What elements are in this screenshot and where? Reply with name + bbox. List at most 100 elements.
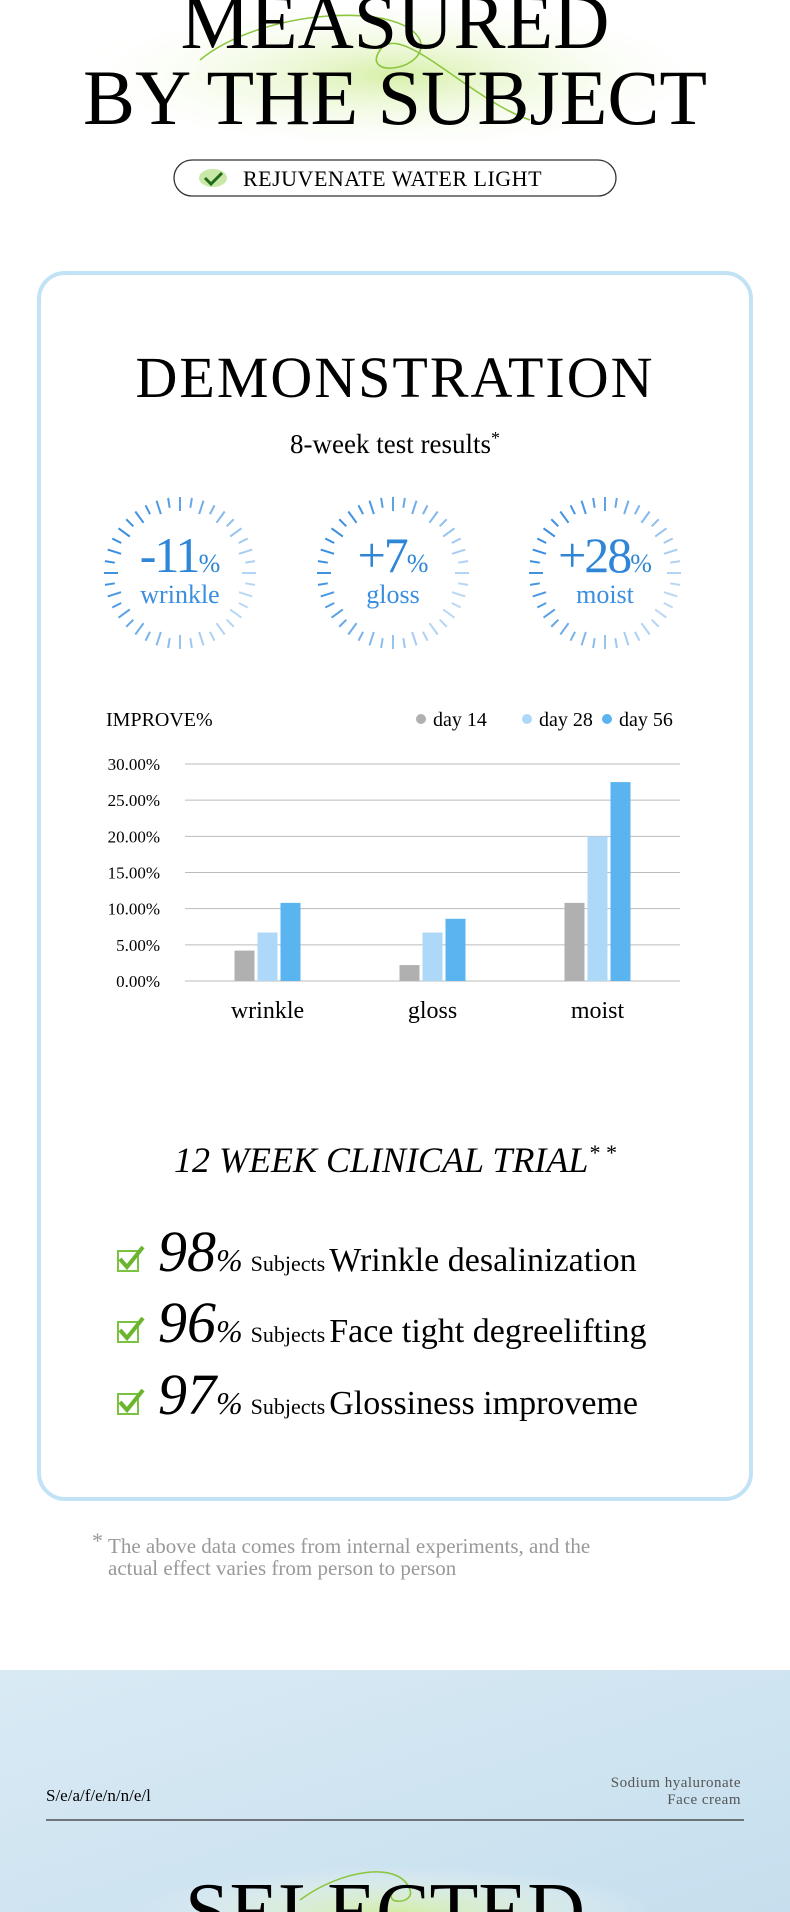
x-tick-label: wrinkle [231,998,304,1024]
footnote-mark: * [92,1528,103,1553]
bar [610,782,631,981]
dial-dash [438,518,448,528]
clinical-subjects: Subjects [251,1251,326,1276]
clinical-item: 97% Subjects Glossiness improveme [158,1362,638,1427]
bar-chart: IMPROVE% day 14 day 28 day 56 0.00% 5.00% 10.0… [106,709,680,1024]
dial-dash [458,582,469,586]
legend-dot [522,714,532,724]
dial-dash [215,622,226,636]
dial-dash [198,631,205,646]
clinical-item: 96% Subjects Face tight degreelifting [158,1290,646,1355]
dial-dash [451,537,462,544]
dial-dash [338,618,348,628]
dial-dash [338,518,348,528]
dial-dash [634,631,641,642]
dial-dash [238,537,249,544]
badge-check [203,171,224,187]
dial-dash [529,560,540,564]
header-title: MEASURED [180,0,609,65]
dial-dash [198,500,205,515]
legend-label: day 56 [619,709,673,731]
brand: S/e/a/f/e/n/n/e/l [46,1786,151,1805]
dial-dash [238,591,253,598]
dial-dash [663,537,674,544]
dial-dash [380,638,384,649]
dial-dash [580,500,587,515]
y-tick-label: 30.00% [108,755,160,774]
dial-number: -11 [140,527,199,583]
dial-dash [542,608,556,619]
dial-dash [125,518,135,528]
check-box [117,1321,139,1343]
dial-dash [125,618,135,628]
dial-dash [640,510,651,524]
dial-dash [529,582,540,586]
dial-dash [663,548,678,555]
dial-dash [330,608,344,619]
next-glow [135,1867,655,1912]
check-mark [118,1245,145,1271]
dial-dash [650,618,660,628]
dial-number: +28 [558,527,631,583]
subtitle-mark: * [491,428,500,448]
dial-dash [458,560,469,564]
legend-label: day 14 [433,709,487,731]
dial-dash [623,500,630,515]
y-tick-label: 25.00% [108,791,160,810]
dial-dash [317,560,328,564]
dial-dash [134,510,145,524]
dial-dash [320,548,335,555]
dial-dash [402,497,406,508]
dial-dash [428,622,439,636]
product-line: Face cream [667,1792,741,1808]
chart-title: IMPROVE% [106,709,213,731]
dial-dash [189,497,193,508]
legend-dot [602,714,612,724]
dial-dash [238,602,249,609]
dial-dash [209,631,216,642]
dial-dash [144,631,151,642]
dial-dash [167,497,171,508]
clinical-value: 98 [158,1219,216,1284]
dial-dash [368,631,375,646]
bar [399,965,420,981]
clinical-unit: % [216,1242,243,1278]
dial-label: wrinkle [140,580,219,609]
dial-dash [320,591,335,598]
dial-dash [229,608,243,619]
dial-dash [111,537,122,544]
check-box [117,1393,139,1415]
section-subtitle: 8-week test results* [290,428,500,459]
dial-dash [324,537,335,544]
clinical-subjects: Subjects [251,1322,326,1347]
subtitle-text: 8-week test results [290,429,491,459]
dial-dash [155,500,162,515]
header-title: BY THE SUBJECT [83,54,707,141]
dial-dash [580,631,587,646]
header-glow [65,0,725,155]
legend-label: day 28 [539,709,593,731]
check-mark [118,1316,145,1342]
next-swirl [299,1871,412,1902]
check-mark [118,1388,145,1414]
dial-dash [134,622,145,636]
dial-dash [670,582,681,586]
dial-dash [189,638,193,649]
clinical-title-text: 12 WEEK CLINICAL TRIAL [174,1140,588,1180]
dial-dash [402,638,406,649]
next-title: SELECTED [185,1868,585,1912]
badge-text: REJUVENATE WATER LIGHT [243,166,542,191]
legend-dot [416,714,426,724]
dial-label: gloss [366,580,419,609]
dial-dash [347,510,358,524]
dial-dash [117,608,131,619]
dial-dash [663,591,678,598]
bar [257,932,278,981]
dial-dash [245,582,256,586]
dial-dash [330,527,344,538]
bar [422,932,443,981]
dial-dash [640,622,651,636]
y-tick-label: 20.00% [108,827,160,846]
